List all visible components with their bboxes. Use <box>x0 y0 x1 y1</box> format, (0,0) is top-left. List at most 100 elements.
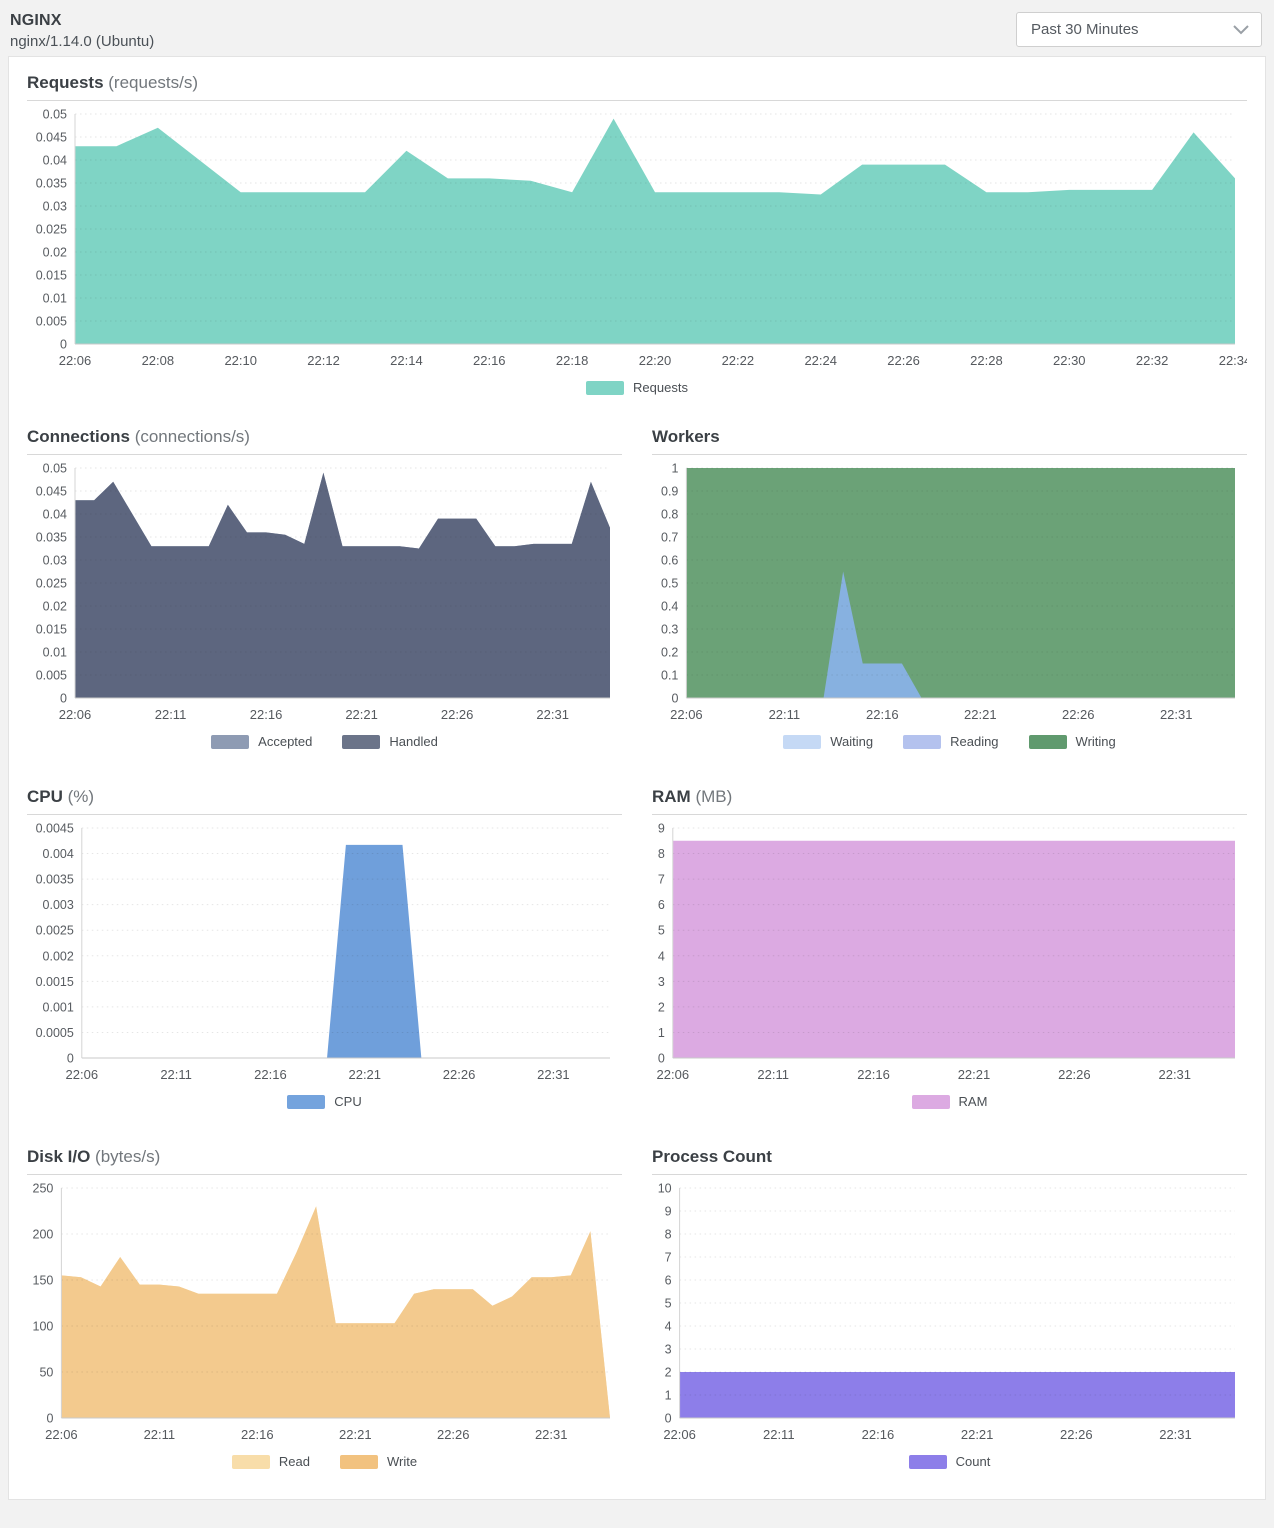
chart-title-text: Workers <box>652 427 720 446</box>
chart-canvas-requests[interactable]: 0.05 0.045 0.04 0.035 0.03 0.025 0.02 0.015 0.01… <box>27 109 1247 399</box>
chart-legend: Waiting Reading Writing <box>652 728 1247 753</box>
legend-label: Read <box>278 1454 310 1469</box>
svg-text:0: 0 <box>665 1412 672 1426</box>
svg-text:22:28: 22:28 <box>970 353 1003 368</box>
chart-row-2: Connections (connections/s) 0.05 0.045 0.0… <box>27 425 1247 759</box>
legend-swatch <box>911 1094 950 1109</box>
svg-text:22:11: 22:11 <box>160 1067 192 1082</box>
chart-legend: RAM <box>652 1088 1247 1113</box>
svg-text:22:06: 22:06 <box>663 1427 696 1442</box>
svg-text:0: 0 <box>60 338 67 352</box>
legend-item-accepted[interactable]: Accepted <box>211 734 312 749</box>
legend-item-write[interactable]: Write <box>339 1454 417 1469</box>
legend-swatch <box>211 734 250 749</box>
chart-legend: Read Write <box>27 1448 622 1473</box>
legend-item-reading[interactable]: Reading <box>903 734 999 749</box>
svg-text:9: 9 <box>658 823 665 836</box>
svg-text:1: 1 <box>665 1389 672 1403</box>
legend-item-handled[interactable]: Handled <box>342 734 438 749</box>
svg-text:22:22: 22:22 <box>722 353 755 368</box>
chart-unit-text: (%) <box>67 787 95 806</box>
svg-text:7: 7 <box>658 873 665 887</box>
chart-title-text: Process Count <box>652 1147 772 1166</box>
svg-text:5: 5 <box>665 1297 672 1311</box>
chart-canvas-connections[interactable]: 0.05 0.045 0.04 0.035 0.03 0.025 0.02 0.015 0.01… <box>27 463 622 753</box>
svg-text:5: 5 <box>658 924 665 938</box>
svg-text:22:26: 22:26 <box>1062 707 1095 722</box>
svg-text:22:16: 22:16 <box>866 707 899 722</box>
svg-text:22:26: 22:26 <box>437 1427 470 1442</box>
svg-text:22:34: 22:34 <box>1219 353 1247 368</box>
svg-text:22:06: 22:06 <box>59 707 92 722</box>
chart-title-ram: RAM (MB) <box>652 785 1247 815</box>
svg-text:0.03: 0.03 <box>43 200 67 214</box>
svg-text:0.005: 0.005 <box>36 315 67 329</box>
legend-label: Accepted <box>258 734 313 749</box>
svg-text:22:11: 22:11 <box>763 1427 795 1442</box>
time-range-select[interactable]: Past 30 Minutes <box>1016 12 1262 47</box>
chart-row-4: Disk I/O (bytes/s) 250 200 150 100 50 0 22:06 2… <box>27 1145 1247 1479</box>
chart-title-connections: Connections (connections/s) <box>27 425 622 455</box>
legend-swatch <box>1028 734 1067 749</box>
svg-text:0.01: 0.01 <box>43 646 67 660</box>
chart-unit-text: (connections/s) <box>134 427 250 446</box>
svg-text:22:14: 22:14 <box>390 353 423 368</box>
svg-text:6: 6 <box>658 898 665 912</box>
svg-text:22:11: 22:11 <box>769 707 801 722</box>
legend-label: Writing <box>1075 734 1116 749</box>
svg-text:0.002: 0.002 <box>43 949 74 963</box>
svg-text:22:16: 22:16 <box>857 1067 890 1082</box>
legend-item-requests[interactable]: Requests <box>586 380 688 395</box>
svg-text:22:06: 22:06 <box>657 1067 690 1082</box>
legend-label: Waiting <box>830 734 874 749</box>
svg-text:22:21: 22:21 <box>958 1067 991 1082</box>
chart-canvas-cpu[interactable]: 0.0045 0.004 0.0035 0.003 0.0025 0.002 0.0015 0… <box>27 823 622 1113</box>
legend-swatch <box>908 1454 947 1469</box>
svg-text:22:31: 22:31 <box>535 1427 568 1442</box>
page-header: NGINX nginx/1.14.0 (Ubuntu) Past 30 Minu… <box>0 0 1274 56</box>
legend-swatch <box>783 734 822 749</box>
svg-text:22:32: 22:32 <box>1136 353 1169 368</box>
chart-row-3: CPU (%) 0.0045 0.004 0.0035 0.003 0.0025 0.00… <box>27 785 1247 1119</box>
svg-text:22:31: 22:31 <box>536 707 569 722</box>
svg-text:0.025: 0.025 <box>36 223 67 237</box>
svg-text:22:16: 22:16 <box>241 1427 274 1442</box>
chart-title-cpu: CPU (%) <box>27 785 622 815</box>
svg-text:22:06: 22:06 <box>45 1427 78 1442</box>
svg-text:0.8: 0.8 <box>661 508 678 522</box>
legend-item-cpu[interactable]: CPU <box>287 1094 362 1109</box>
svg-text:22:26: 22:26 <box>1058 1067 1091 1082</box>
svg-text:22:21: 22:21 <box>348 1067 381 1082</box>
chart-legend: Accepted Handled <box>27 728 622 753</box>
svg-text:0.7: 0.7 <box>661 531 678 545</box>
svg-text:22:21: 22:21 <box>964 707 997 722</box>
legend-item-waiting[interactable]: Waiting <box>783 734 873 749</box>
svg-text:250: 250 <box>33 1183 54 1196</box>
svg-text:22:06: 22:06 <box>59 353 92 368</box>
svg-text:0.045: 0.045 <box>36 131 67 145</box>
svg-text:0.3: 0.3 <box>661 623 678 637</box>
app-title: NGINX <box>10 12 62 29</box>
svg-text:8: 8 <box>665 1228 672 1242</box>
svg-text:0.015: 0.015 <box>36 269 67 283</box>
chart-canvas-disk-io[interactable]: 250 200 150 100 50 0 22:06 22:11 22:16 22:21 22:26… <box>27 1183 622 1473</box>
chart-canvas-ram[interactable]: 9 8 7 6 5 4 3 2 1 0 22:06 22:11 22:16 22:21 22:26 22:31… <box>652 823 1247 1113</box>
chart-canvas-workers[interactable]: 1 0.9 0.8 0.7 0.6 0.5 0.4 0.3 0.2 0.1 0 22:06 22:11 2… <box>652 463 1247 753</box>
legend-item-writing[interactable]: Writing <box>1028 734 1116 749</box>
legend-item-read[interactable]: Read <box>231 1454 310 1469</box>
svg-text:0.02: 0.02 <box>43 600 67 614</box>
svg-text:10: 10 <box>658 1183 672 1196</box>
svg-text:0: 0 <box>671 692 678 706</box>
svg-text:22:30: 22:30 <box>1053 353 1086 368</box>
svg-text:22:16: 22:16 <box>254 1067 287 1082</box>
legend-item-count[interactable]: Count <box>908 1454 990 1469</box>
svg-text:8: 8 <box>658 847 665 861</box>
chart-canvas-process-count[interactable]: 10 9 8 7 6 5 4 3 2 1 0 22:06 22:11 22:16 22:21 22:26 22:… <box>652 1183 1247 1473</box>
svg-text:0.004: 0.004 <box>43 847 74 861</box>
chart-legend: Requests <box>27 374 1247 399</box>
svg-text:0.05: 0.05 <box>43 463 67 476</box>
time-range-value: Past 30 Minutes <box>1031 21 1139 38</box>
chart-unit-text: (bytes/s) <box>95 1147 161 1166</box>
legend-item-ram[interactable]: RAM <box>911 1094 987 1109</box>
svg-text:0.0035: 0.0035 <box>36 873 74 887</box>
